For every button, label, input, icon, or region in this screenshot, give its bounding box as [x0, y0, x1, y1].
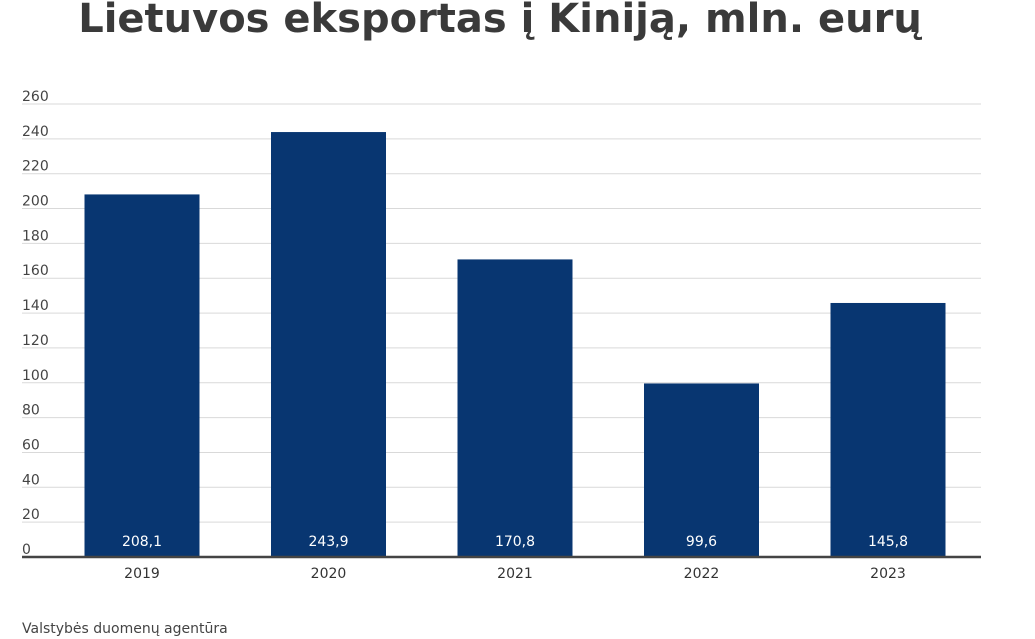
y-tick-label-260: 260: [22, 89, 49, 105]
chart-title: Lietuvos eksportas į Kiniją, mln. eurų: [78, 0, 922, 42]
x-tick-label-2022: 2022: [684, 566, 720, 582]
data-label-2022: 99,6: [686, 534, 717, 550]
y-tick-label-80: 80: [22, 403, 40, 419]
bar-2019: [84, 194, 200, 557]
y-tick-label-40: 40: [22, 472, 40, 488]
y-tick-label-0: 0: [22, 542, 31, 558]
x-axis-tick-labels: 2019 2020 2021 2022 2023: [124, 566, 906, 582]
y-tick-label-240: 240: [22, 124, 49, 140]
y-tick-label-180: 180: [22, 228, 49, 244]
bar-2021: [457, 259, 573, 557]
y-tick-label-220: 220: [22, 159, 49, 175]
x-tick-label-2020: 2020: [311, 566, 347, 582]
x-tick-label-2023: 2023: [870, 566, 906, 582]
bar-2022: [644, 383, 759, 557]
y-tick-label-200: 200: [22, 194, 49, 210]
data-labels: 208,1 243,9 170,8 99,6 145,8: [122, 534, 908, 550]
y-tick-label-60: 60: [22, 437, 40, 453]
source-note: Valstybės duomenų agentūra: [22, 621, 228, 637]
y-tick-label-140: 140: [22, 298, 49, 314]
y-tick-label-160: 160: [22, 263, 49, 279]
data-label-2020: 243,9: [308, 534, 348, 550]
x-tick-label-2021: 2021: [497, 566, 533, 582]
data-label-2021: 170,8: [495, 534, 535, 550]
data-label-2019: 208,1: [122, 534, 162, 550]
x-tick-label-2019: 2019: [124, 566, 160, 582]
y-tick-label-120: 120: [22, 333, 49, 349]
bar-2020: [271, 132, 386, 557]
bar-2023: [830, 302, 946, 557]
y-tick-label-20: 20: [22, 507, 40, 523]
y-axis-tick-labels: 0 20 40 60 80 100 120 140 160 180 200 220 240 260: [22, 89, 49, 558]
bars: [84, 132, 946, 557]
y-tick-label-100: 100: [22, 368, 49, 384]
data-label-2023: 145,8: [868, 534, 908, 550]
